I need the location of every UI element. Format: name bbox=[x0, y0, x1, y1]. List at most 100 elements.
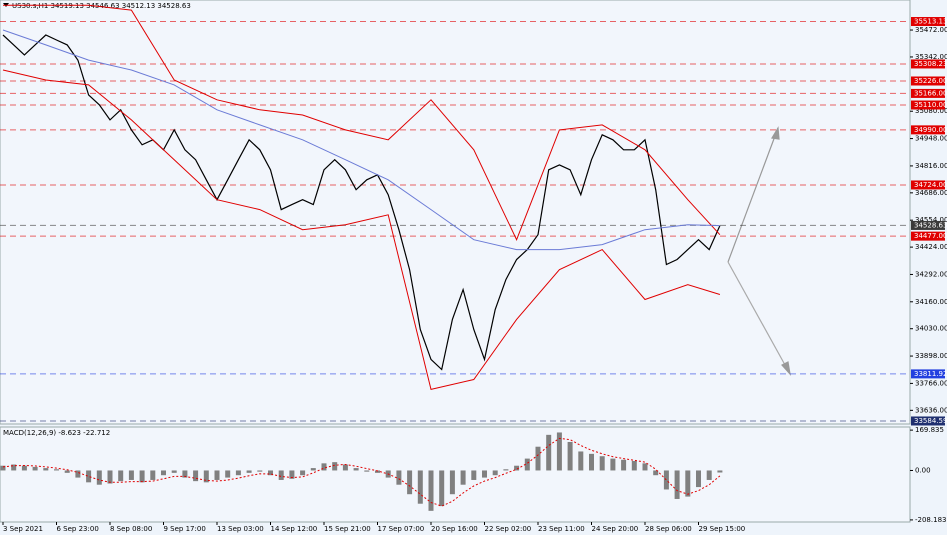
y-tick-label: 35342.00 bbox=[915, 53, 947, 61]
histogram-bar bbox=[96, 470, 102, 485]
histogram-bar bbox=[278, 470, 284, 480]
histogram-bar bbox=[589, 453, 594, 471]
histogram-bar bbox=[353, 468, 359, 471]
y-tick-label: 35472.00 bbox=[915, 26, 947, 34]
level-label: 34528.63 bbox=[914, 221, 947, 229]
level-label: 35513.13 bbox=[914, 18, 947, 26]
level-label: 34990.00 bbox=[914, 126, 947, 134]
series-line bbox=[2, 69, 721, 390]
histogram-bar bbox=[524, 458, 530, 471]
histogram-bar bbox=[417, 470, 423, 504]
level-label: 35308.23 bbox=[914, 60, 947, 68]
histogram-bar bbox=[578, 451, 584, 471]
histogram-bar bbox=[428, 470, 434, 511]
x-tick-label: 17 Sep 07:00 bbox=[378, 525, 425, 533]
level-box bbox=[911, 17, 945, 27]
histogram-bar bbox=[471, 470, 477, 480]
histogram-bar bbox=[43, 468, 49, 471]
histogram-bar bbox=[246, 470, 252, 473]
level-label: 35110.00 bbox=[914, 101, 947, 109]
x-tick-label: 13 Sep 03:00 bbox=[217, 525, 264, 533]
histogram-bar bbox=[621, 459, 627, 471]
histogram-bar bbox=[64, 470, 70, 473]
level-label: 34724.00 bbox=[914, 181, 947, 189]
histogram-bar bbox=[535, 446, 541, 471]
level-box bbox=[911, 125, 945, 135]
level-box bbox=[911, 88, 945, 98]
y-tick-label: 34554.00 bbox=[915, 216, 947, 224]
x-tick-label: 8 Sep 08:00 bbox=[110, 525, 152, 533]
histogram-bar bbox=[21, 465, 27, 471]
histogram-bar bbox=[610, 458, 616, 471]
x-tick-label: 6 Sep 23:00 bbox=[57, 525, 99, 533]
histogram-bar bbox=[257, 470, 263, 472]
y-tick-label: 34160.00 bbox=[915, 298, 947, 306]
level-box bbox=[911, 369, 945, 379]
macd-pane bbox=[0, 426, 911, 523]
histogram-bar bbox=[439, 470, 445, 507]
histogram-bar bbox=[0, 465, 6, 471]
histogram-bar bbox=[193, 470, 199, 482]
macd-title: MACD(12,26,9) -8.623 -22.712 bbox=[3, 429, 110, 437]
histogram-bar bbox=[139, 470, 145, 483]
y-tick-label: 33766.00 bbox=[915, 379, 947, 387]
histogram-bar bbox=[107, 470, 113, 484]
y-tick-label: 34424.00 bbox=[915, 243, 947, 251]
y-tick-label: 34686.00 bbox=[915, 189, 947, 197]
histogram-bar bbox=[86, 470, 92, 483]
histogram-bar bbox=[567, 441, 573, 471]
histogram-bar bbox=[706, 470, 712, 480]
histogram-bar bbox=[482, 470, 487, 478]
chart-title: US30.s,H1 34519.13 34546.63 34512.13 345… bbox=[12, 2, 191, 10]
y-tick-label: 34948.00 bbox=[915, 135, 947, 143]
series-line bbox=[3, 4, 721, 241]
level-label: 34477.00 bbox=[914, 232, 947, 240]
histogram-bar bbox=[696, 470, 701, 488]
histogram-bar bbox=[32, 466, 38, 471]
x-tick-label: 3 Sep 2021 bbox=[3, 525, 43, 533]
histogram-bar bbox=[717, 470, 723, 473]
level-label: 35166.00 bbox=[914, 89, 947, 97]
histogram-bar bbox=[332, 462, 338, 471]
signal-line bbox=[2, 437, 721, 507]
level-box bbox=[911, 76, 945, 86]
histogram-bar bbox=[321, 463, 327, 471]
x-tick-label: 28 Sep 06:00 bbox=[645, 525, 692, 533]
level-box bbox=[911, 180, 945, 190]
level-box bbox=[911, 220, 945, 230]
histogram-bar bbox=[54, 469, 59, 471]
histogram-bar bbox=[235, 470, 241, 476]
histogram-bar bbox=[653, 470, 659, 476]
histogram-bar bbox=[396, 470, 402, 485]
histogram-bar bbox=[118, 470, 124, 482]
y-tick-label: 34816.00 bbox=[915, 162, 947, 170]
histogram-bar bbox=[449, 470, 455, 495]
x-tick-label: 23 Sep 11:00 bbox=[538, 525, 585, 533]
histogram-bar bbox=[214, 470, 220, 480]
x-tick-label: 20 Sep 16:00 bbox=[431, 525, 478, 533]
histogram-bar bbox=[203, 470, 209, 483]
histogram-bar bbox=[225, 470, 231, 478]
histogram-bar bbox=[460, 470, 466, 485]
level-box bbox=[911, 231, 945, 241]
histogram-bar bbox=[289, 470, 295, 479]
projection-arrows bbox=[727, 126, 791, 376]
y-tick-label: 35080.00 bbox=[915, 107, 947, 115]
histogram-bar bbox=[268, 470, 273, 476]
histogram-bar bbox=[663, 470, 669, 490]
histogram-bar bbox=[310, 468, 316, 471]
y-tick-label: 169.835 bbox=[915, 426, 944, 434]
histogram-bar bbox=[631, 460, 637, 471]
y-tick-label: 34030.00 bbox=[915, 325, 947, 333]
histogram-bar bbox=[75, 470, 81, 478]
y-tick-label: 0.00 bbox=[915, 466, 931, 474]
histogram-bar bbox=[546, 434, 552, 471]
x-tick-label: 14 Sep 12:00 bbox=[271, 525, 318, 533]
histogram-bar bbox=[514, 465, 520, 471]
histogram-bar bbox=[364, 470, 370, 472]
x-tick-label: 22 Sep 02:00 bbox=[485, 525, 532, 533]
histogram-bar bbox=[375, 470, 380, 473]
price-pane bbox=[0, 0, 911, 425]
y-tick-label: 33898.00 bbox=[915, 352, 947, 360]
